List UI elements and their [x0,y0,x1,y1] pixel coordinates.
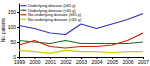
legend-label: No underlying disease (<65 y) [28,17,82,22]
y-tick-mark [17,42,19,43]
x-tick: 2001 [45,57,56,65]
y-tick-mark [17,57,19,58]
x-tick-label: 2002 [60,59,71,65]
x-tick: 2000 [29,57,40,65]
y-axis-label: No. patients [1,17,6,42]
y-tick: 50 [10,39,19,45]
x-tick: 2006 [122,57,133,65]
x-tick-label: 2007 [138,59,149,65]
legend-entry: No underlying disease (<65 y) [21,17,82,22]
legend-swatch [21,5,27,6]
x-tick: 2003 [76,57,87,65]
x-tick-label: 2005 [107,59,118,65]
y-tick-label: 150 [8,9,17,15]
series-line [19,14,143,35]
legend-swatch [21,19,27,20]
x-tick-label: 2003 [76,59,87,65]
plot: 1999200020012002200320042005200620070501… [1,3,150,64]
x-tick: 2004 [91,57,102,65]
y-tick-mark [17,12,19,13]
legend-swatch [21,10,27,11]
x-tick-label: 2004 [91,59,102,65]
y-axis: 0 50 100 150 [8,4,20,61]
y-tick: 0 [13,54,19,60]
x-axis: 199920002001200220032004200520062007 [14,57,149,65]
series-line [19,33,143,48]
lines [19,14,143,54]
legend-swatch [21,14,27,15]
series-line [19,50,143,53]
y-tick-label: 50 [10,39,16,45]
x-tick: 2005 [107,57,118,65]
x-tick: 2002 [60,57,71,65]
x-tick-label: 2006 [122,59,133,65]
y-tick: 100 [8,24,19,30]
x-tick-label: 2001 [45,59,56,65]
y-tick: 150 [8,9,19,15]
chart: 1999200020012002200320042005200620070501… [0,0,150,66]
y-axis-line [19,4,20,58]
y-tick-mark [17,27,19,28]
y-tick-label: 0 [13,54,16,60]
legend: Underlying disease (≥65 y)Underlying dis… [21,3,82,22]
x-tick: 2007 [138,57,149,65]
x-tick-label: 2000 [29,59,40,65]
y-tick-label: 100 [8,24,17,30]
